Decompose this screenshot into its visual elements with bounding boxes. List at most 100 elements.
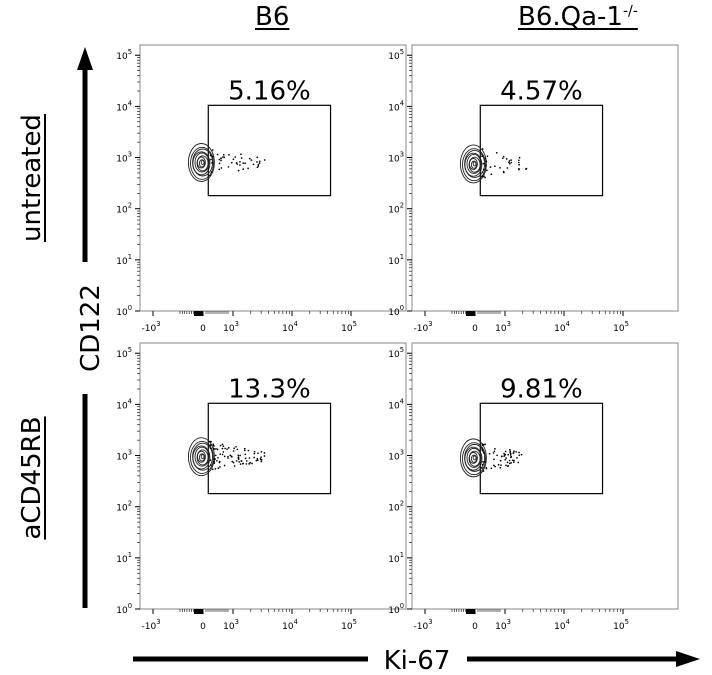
contour-ring: [190, 146, 214, 180]
event-dot: [218, 162, 221, 165]
x-tick-label: 104: [554, 618, 570, 632]
x-tick-label: -103: [142, 618, 161, 632]
event-dot: [218, 168, 221, 171]
event-dot: [216, 153, 219, 156]
event-dot: [243, 449, 246, 452]
event-dot: [263, 455, 266, 457]
event-dot: [240, 460, 243, 462]
event-dot: [220, 167, 223, 169]
y-tick-label: 102: [388, 202, 404, 216]
event-dot: [482, 443, 485, 446]
event-dot: [226, 448, 228, 451]
zero-tick-block: [466, 609, 475, 614]
event-dot: [490, 467, 493, 470]
event-dot: [492, 452, 495, 454]
event-dot: [484, 164, 487, 167]
y-tick-label: 104: [116, 397, 132, 411]
event-dot: [258, 160, 261, 163]
event-dot: [230, 455, 233, 458]
event-dot: [223, 455, 226, 458]
plot-frame: [139, 44, 407, 312]
event-dot: [485, 160, 488, 163]
panel-aCD45RB-2: 100 101 102 103 104 105 -103 0 103 104 105 9.81%: [388, 342, 679, 632]
contour-ring: [200, 454, 205, 460]
event-dot: [506, 461, 509, 464]
gate-rectangle: [479, 104, 604, 197]
event-dot: [235, 445, 237, 448]
event-dot: [482, 175, 485, 178]
column-header-b6-qa1-text: B6.Qa-1: [518, 2, 623, 32]
event-dot: [242, 162, 245, 164]
event-dot: [494, 165, 496, 168]
event-dot: [212, 444, 215, 447]
event-dot: [482, 168, 485, 171]
event-dot: [214, 454, 217, 457]
event-dot: [485, 467, 488, 470]
event-dot: [228, 153, 230, 156]
event-dot: [504, 450, 507, 453]
event-dot: [211, 468, 214, 471]
contour-ring: [187, 143, 215, 182]
event-dot: [518, 451, 520, 454]
event-dot: [232, 461, 235, 464]
event-dot: [482, 460, 484, 463]
column-header-b6-text: B6: [255, 2, 290, 32]
y-tick-label: 105: [388, 346, 404, 360]
event-dot: [258, 162, 261, 164]
y-tick-label: 104: [388, 99, 404, 113]
x-tick-label: 0: [200, 622, 206, 632]
event-dot: [211, 149, 214, 151]
event-dot: [245, 463, 248, 465]
event-dot: [219, 453, 222, 456]
event-dot: [500, 464, 502, 467]
event-dot: [489, 166, 492, 169]
x-tick-label: 105: [341, 618, 357, 632]
event-dot: [515, 450, 517, 453]
event-dot: [481, 171, 484, 173]
event-dot: [499, 459, 502, 462]
event-dot: [505, 457, 507, 459]
y-tick-label: 102: [388, 500, 404, 514]
event-dot: [211, 155, 214, 158]
event-dot: [240, 157, 243, 159]
event-dot: [508, 161, 510, 164]
event-dot: [209, 440, 211, 443]
y-tick-label: 101: [388, 551, 404, 565]
event-dot: [508, 459, 511, 462]
event-dot: [257, 452, 259, 455]
contour-ring: [468, 157, 478, 170]
event-dot: [481, 448, 484, 451]
contour-ring: [464, 152, 483, 177]
event-dot: [239, 161, 241, 163]
event-dot: [221, 447, 224, 450]
contour-ring: [198, 453, 206, 462]
event-dot: [496, 454, 498, 457]
contour-ring: [464, 446, 483, 471]
y-tick-label: 100: [388, 602, 404, 616]
gate-percentage: 9.81%: [500, 374, 583, 404]
event-dot: [247, 449, 250, 452]
y-tick-label: 102: [116, 202, 132, 216]
y-tick-label: 100: [116, 304, 132, 318]
event-dot: [488, 452, 491, 455]
event-dot: [232, 158, 235, 161]
event-dot: [255, 459, 258, 462]
x-tick-label: 105: [613, 320, 629, 334]
event-dot: [513, 450, 515, 453]
event-dot: [216, 459, 218, 462]
event-dot: [512, 461, 515, 463]
contour-ring: [194, 152, 210, 173]
contour-ring: [198, 159, 206, 168]
event-dot: [517, 461, 520, 464]
event-dot: [482, 451, 485, 454]
x-tick-label: 0: [200, 324, 206, 334]
event-dot: [237, 169, 240, 172]
event-dot: [509, 162, 511, 165]
event-dot: [244, 457, 247, 460]
column-header-b6: B6: [255, 2, 289, 32]
event-dot: [499, 167, 501, 169]
x-tick-label: 104: [554, 320, 570, 334]
y-tick-label: 100: [388, 304, 404, 318]
event-dot: [213, 462, 216, 465]
